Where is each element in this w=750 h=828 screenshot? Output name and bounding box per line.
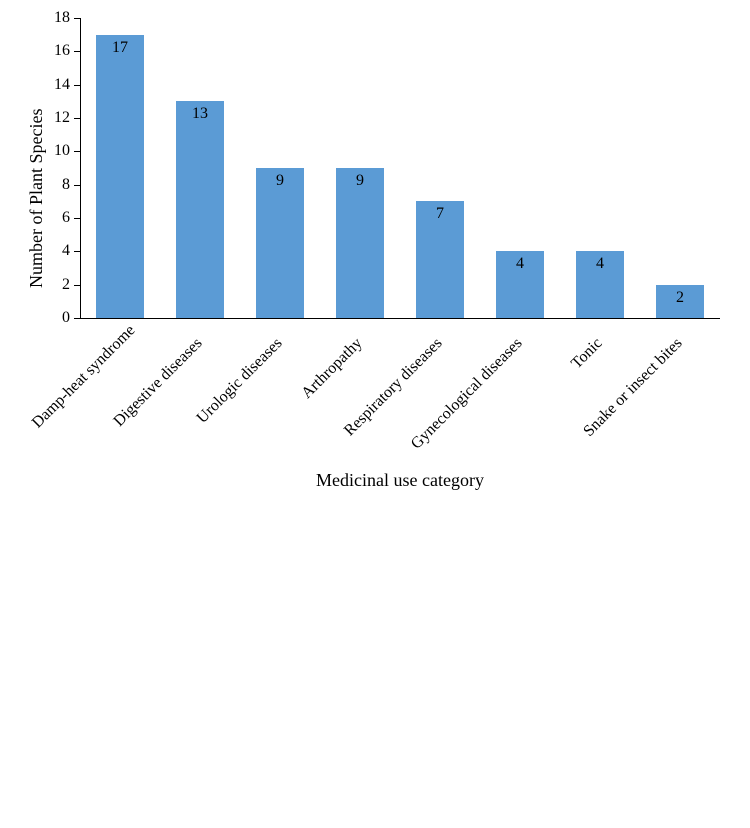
- x-category-label: Gynecological diseases: [146, 335, 526, 715]
- y-tick: [74, 151, 80, 152]
- bar-chart: Number of Plant Species Medicinal use ca…: [0, 0, 750, 504]
- x-category-label: Digestive diseases: [52, 335, 206, 489]
- y-tick: [74, 218, 80, 219]
- y-tick: [74, 85, 80, 86]
- y-tick-label: 14: [0, 76, 70, 94]
- y-tick: [74, 285, 80, 286]
- y-tick: [74, 51, 80, 52]
- bar: [336, 168, 384, 318]
- bar-value-label: 13: [192, 105, 208, 123]
- y-tick-label: 2: [0, 276, 70, 294]
- x-axis: [80, 318, 720, 319]
- bar: [176, 101, 224, 318]
- bar-value-label: 9: [276, 172, 284, 190]
- bar-value-label: 17: [112, 39, 128, 57]
- bar-value-label: 9: [356, 172, 364, 190]
- y-tick-label: 8: [0, 176, 70, 194]
- y-tick-label: 12: [0, 109, 70, 127]
- y-tick: [74, 18, 80, 19]
- y-tick-label: 4: [0, 242, 70, 260]
- y-tick: [74, 185, 80, 186]
- y-axis-label: Number of Plant Species: [26, 109, 47, 288]
- y-tick: [74, 318, 80, 319]
- bar-value-label: 4: [516, 255, 524, 273]
- bar-value-label: 7: [436, 205, 444, 223]
- y-tick-label: 10: [0, 142, 70, 160]
- bar-value-label: 2: [676, 289, 684, 307]
- y-tick-label: 6: [0, 209, 70, 227]
- y-axis: [80, 18, 81, 318]
- y-tick: [74, 251, 80, 252]
- bar: [256, 168, 304, 318]
- bar: [96, 35, 144, 318]
- y-tick-label: 18: [0, 9, 70, 27]
- bar-value-label: 4: [596, 255, 604, 273]
- y-tick-label: 16: [0, 42, 70, 60]
- y-tick-label: 0: [0, 309, 70, 327]
- y-tick: [74, 118, 80, 119]
